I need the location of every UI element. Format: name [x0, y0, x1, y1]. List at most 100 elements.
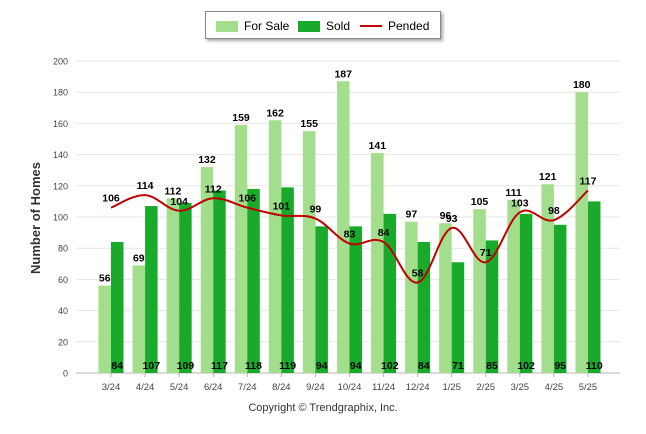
bar-for-sale [541, 184, 554, 373]
bar-for-sale [439, 223, 452, 373]
bar-sold [349, 226, 362, 373]
x-tick-label: 7/24 [238, 382, 257, 393]
pended-swatch [360, 25, 382, 27]
y-tick-label: 60 [58, 275, 68, 285]
label-pended: 99 [310, 204, 322, 216]
y-tick-label: 180 [53, 88, 68, 98]
x-tick-label: 2/25 [477, 382, 496, 393]
bar-for-sale [200, 167, 214, 373]
label-pended: 93 [446, 213, 458, 225]
label-pended: 106 [102, 193, 120, 205]
label-sold: 110 [586, 360, 603, 372]
label-for-sale: 69 [133, 252, 145, 264]
y-tick-label: 120 [53, 181, 68, 191]
sold-swatch [298, 20, 320, 32]
x-tick-label: 8/24 [272, 382, 291, 393]
y-axis: 0 20 40 60 80 100 120 140 160 180 200 [53, 57, 68, 379]
bar-for-sale [132, 265, 146, 373]
label-pended: 84 [378, 227, 390, 239]
y-tick-label: 160 [53, 119, 68, 129]
bar-for-sale [336, 81, 350, 373]
label-sold: 118 [245, 360, 262, 372]
bar-sold [111, 241, 124, 373]
x-tick-label: 4/24 [136, 382, 155, 393]
label-sold: 102 [517, 360, 535, 372]
label-for-sale: 180 [573, 79, 591, 91]
x-tick-label: 1/25 [442, 382, 461, 393]
bar-sold [213, 190, 226, 373]
x-tick-label: 3/25 [511, 382, 530, 393]
label-for-sale: 159 [232, 112, 250, 124]
label-pended: 101 [273, 200, 291, 212]
label-pended: 83 [344, 229, 356, 241]
bar-for-sale [575, 92, 588, 373]
label-sold: 71 [452, 360, 464, 372]
bar-for-sale [405, 221, 418, 373]
legend-label-pended: Pended [388, 19, 430, 33]
label-for-sale: 187 [334, 68, 352, 80]
x-tick-label: 5/24 [170, 382, 189, 393]
label-pended: 112 [205, 183, 222, 195]
bar-sold [315, 226, 328, 373]
label-sold: 84 [111, 360, 123, 372]
y-tick-label: 200 [53, 57, 68, 67]
label-sold: 119 [279, 360, 296, 372]
label-pended: 114 [137, 180, 154, 192]
bar-for-sale [371, 153, 384, 373]
pended-line-path [110, 189, 589, 284]
x-tick-label: 12/24 [406, 382, 430, 393]
label-pended: 117 [580, 175, 597, 187]
y-tick-label: 0 [63, 369, 68, 379]
y-tick-label: 40 [58, 306, 68, 316]
bar-for-sale [234, 124, 248, 374]
bar-for-sale [302, 131, 316, 373]
legend-item-pended[interactable]: Pended [360, 19, 429, 33]
bar-sold [145, 206, 158, 373]
bar-sold [519, 213, 533, 373]
x-axis: 3/24 4/24 5/24 6/24 7/24 8/24 9/24 10/24 11/24 12… [102, 373, 597, 393]
legend-item-for-sale[interactable]: For Sale [216, 19, 289, 33]
bar-sold [179, 202, 192, 373]
x-tick-label: 11/24 [372, 382, 395, 393]
label-for-sale: 112 [164, 185, 181, 197]
bar-for-sale [268, 120, 282, 373]
legend-item-sold[interactable]: Sold [298, 19, 350, 33]
label-sold: 94 [350, 360, 362, 372]
legend-label-for-sale: For Sale [244, 19, 290, 33]
data-labels: 56 84 106 69 107 114 112 109 104 132 117 112 159 118 1… [99, 68, 603, 372]
y-tick-label: 80 [58, 244, 68, 254]
label-for-sale: 132 [198, 154, 216, 166]
x-tick-label: 10/24 [338, 382, 362, 393]
label-pended: 104 [170, 196, 188, 208]
bar-sold [485, 240, 499, 373]
bar-for-sale [166, 198, 180, 373]
y-axis-title: Number of Homes [28, 162, 43, 274]
bar-sold [451, 262, 465, 373]
pended-line [110, 189, 589, 284]
bar-sold [417, 241, 431, 373]
bar-sold [553, 224, 567, 373]
for-sale-swatch [216, 20, 238, 32]
x-tick-label: 5/25 [579, 382, 598, 393]
label-sold: 109 [177, 360, 195, 372]
label-for-sale: 141 [369, 140, 387, 152]
x-tick-label: 9/24 [306, 382, 325, 393]
x-tick-label: 6/24 [204, 382, 223, 393]
label-sold: 95 [554, 360, 566, 372]
label-sold: 117 [211, 360, 228, 372]
label-for-sale: 105 [471, 196, 489, 208]
x-tick-label: 4/25 [545, 382, 564, 393]
label-sold: 85 [486, 360, 498, 372]
label-pended: 58 [412, 268, 424, 280]
legend-label-sold: Sold [326, 19, 351, 33]
bars [98, 81, 601, 374]
bar-sold [281, 187, 294, 373]
label-sold: 107 [143, 360, 161, 372]
bar-for-sale [507, 199, 520, 373]
label-sold: 84 [418, 360, 430, 372]
copyright-text: Copyright © Trendgraphix, Inc. [248, 402, 398, 414]
y-tick-label: 20 [58, 337, 68, 347]
label-pended: 71 [480, 247, 492, 259]
label-for-sale: 111 [505, 187, 522, 199]
